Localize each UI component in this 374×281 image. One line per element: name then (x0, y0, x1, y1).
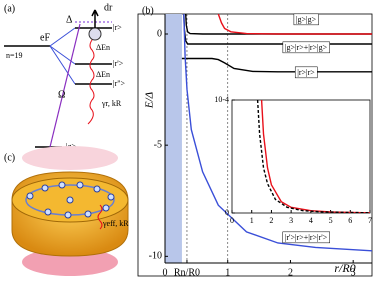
label: Δ (66, 14, 73, 25)
plot-frame (231, 99, 371, 214)
label: dr (104, 2, 113, 13)
atoms (26, 181, 115, 219)
beam (22, 146, 118, 170)
series-line (181, 57, 372, 73)
label: eF (40, 32, 50, 43)
dipole-arrow (91, 9, 99, 28)
label-box (294, 66, 318, 79)
x-tick-label: 2 (269, 216, 273, 225)
panel-label: (c) (4, 152, 15, 163)
y-tick-label: 0 (157, 28, 162, 39)
x-axis-label: r/R0 (334, 261, 355, 275)
atom (88, 27, 102, 41)
label: γeff, kR (102, 219, 129, 228)
series-group (181, 14, 372, 252)
x-tick-label: 0 (163, 267, 168, 278)
series-line (185, 14, 372, 35)
panel-frame (137, 13, 373, 277)
x-tick-label: 4 (309, 216, 313, 225)
y-tick-label: -10 (149, 251, 162, 262)
x-tick-label: 6 (348, 216, 352, 225)
x-tick-label: 0 (230, 216, 234, 225)
x-tick-label: Rn/R0 (174, 267, 200, 278)
panel-label: (a) (4, 3, 15, 14)
series-line (260, 100, 370, 213)
label-box (282, 41, 330, 54)
y-tick-label: 0 (225, 208, 229, 217)
label: ΔEn (96, 70, 110, 79)
panel-a: (a) Δ dr |r> eF ΔEn |r'> ΔEn |r"> n=19 Ω… (4, 2, 126, 151)
label-box (293, 13, 319, 26)
label: |r"> (113, 79, 126, 88)
x-tick-label: 3 (289, 216, 293, 225)
series-label: |r>|r> (297, 68, 315, 77)
label: n=19 (6, 51, 23, 60)
panel-label: (b) (142, 5, 154, 16)
label: ΔEn (96, 43, 110, 52)
x-tick-label: 1 (250, 216, 254, 225)
transition (49, 45, 76, 85)
x-tick-label: 3 (351, 267, 356, 278)
x-tick-label: 5 (329, 216, 333, 225)
series-line (183, 14, 372, 252)
series-label: |g>|r>+|r>|g> (285, 43, 328, 52)
emission (87, 29, 95, 125)
plot: 0 1 2 3 4 5 6 7 0 10-4 (214, 95, 372, 225)
series-label: |r'>|r>+|r>|r'> (285, 233, 328, 242)
transition (49, 27, 76, 47)
x-tick-label: 7 (368, 216, 372, 225)
panel-b: (b) E/Δ r/R0 (137, 5, 373, 277)
shaded-region (165, 14, 182, 263)
y-axis-label: E/Δ (144, 92, 156, 109)
y-tick-label: 10-4 (214, 95, 229, 104)
label: |r'> (113, 59, 124, 68)
series-line (256, 100, 370, 213)
label: γr, kR (101, 99, 122, 108)
x-tick-label: 2 (288, 267, 293, 278)
panel-c: (c) γeff, kR (4, 146, 129, 276)
label: |r> (113, 23, 122, 32)
series-group (256, 100, 370, 213)
series-line (217, 14, 372, 35)
plot: 0 Rn/R0 1 2 3 0 -5 -10 (149, 14, 372, 278)
x-tick-label: 1 (225, 267, 230, 278)
label-box (282, 231, 330, 244)
emission (97, 204, 103, 230)
laser (49, 23, 81, 148)
label: Ω (58, 89, 65, 100)
y-tick-label: -5 (154, 139, 162, 150)
series-label: |g>|g> (296, 15, 317, 24)
series-line (183, 14, 372, 45)
